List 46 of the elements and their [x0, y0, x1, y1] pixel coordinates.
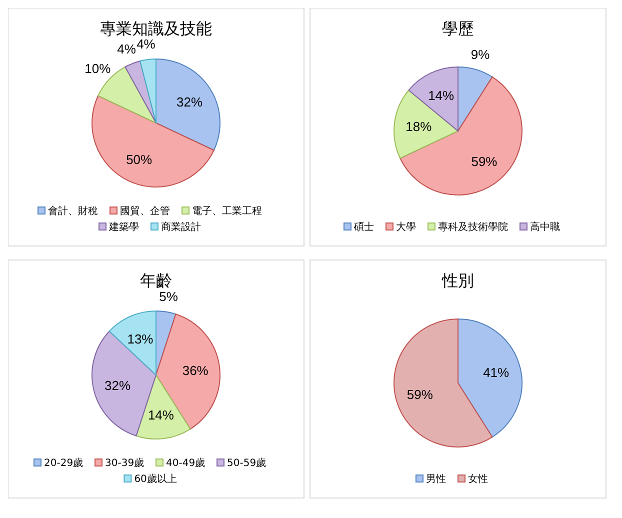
data-label: 50% — [126, 152, 153, 167]
data-label: 13% — [127, 332, 154, 347]
data-label: 59% — [471, 154, 498, 169]
legend-label: 女性 — [468, 473, 488, 485]
data-label: 14% — [148, 407, 174, 422]
data-label: 9% — [470, 47, 490, 62]
legend-label: 高中職 — [530, 221, 560, 233]
legend-label: 建築學 — [108, 221, 139, 233]
legend-label: 大學 — [396, 221, 416, 233]
legend-label: 專科及技術學院 — [438, 221, 508, 233]
legend-label: 電子、工業工程 — [192, 205, 262, 217]
pie-slice — [408, 66, 458, 132]
pie-slice — [140, 58, 156, 124]
data-label: 14% — [428, 88, 455, 104]
legend-label: 會計、財稅 — [48, 205, 98, 217]
data-label: 32% — [104, 378, 132, 393]
pie-slice — [136, 374, 191, 440]
legend-label: 30-39歲 — [105, 457, 144, 469]
pie-slice — [108, 310, 156, 376]
data-label: 18% — [406, 119, 432, 134]
pie-slice — [458, 66, 493, 132]
pie-slice — [156, 58, 220, 151]
pie-slice — [394, 90, 458, 159]
pie-slice — [458, 318, 522, 438]
chart-title: 專業知識及技能 — [100, 19, 212, 38]
data-label: 5% — [159, 288, 178, 304]
data-label: 4% — [117, 42, 136, 57]
data-label: 4% — [136, 36, 156, 52]
legend-label: 國貿、企管 — [120, 205, 170, 217]
legend-label: 男性 — [426, 473, 446, 485]
pie-slice — [92, 95, 214, 188]
legend-label: 商業設計 — [161, 221, 201, 233]
legend-label: 50-59歲 — [227, 457, 266, 469]
chart-title: 學歷 — [442, 19, 474, 38]
data-label: 41% — [483, 364, 510, 380]
legend-label: 20-29歲 — [44, 457, 84, 469]
legend-label: 60歲以上 — [134, 473, 177, 485]
legend-label: 碩士 — [353, 221, 374, 233]
data-label: 10% — [84, 61, 112, 76]
chart-title: 性別 — [441, 271, 474, 290]
chart-title: 年齡 — [140, 271, 172, 290]
pie-slice — [400, 76, 522, 196]
data-label: 36% — [182, 363, 209, 378]
data-label: 59% — [406, 387, 434, 402]
legend-label: 40-49歲 — [166, 457, 206, 469]
data-label: 32% — [176, 94, 203, 110]
